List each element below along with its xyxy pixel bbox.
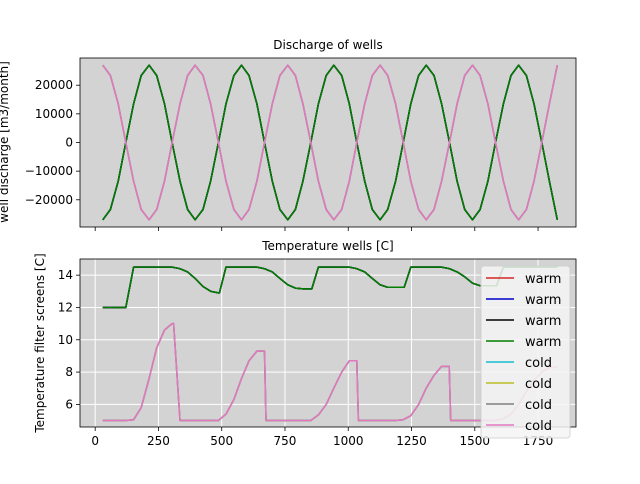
legend-label: warm xyxy=(525,314,561,329)
y-tick-label: −10000 xyxy=(25,164,73,178)
discharge-x-ticks xyxy=(94,227,539,231)
legend-label: warm xyxy=(525,335,561,350)
discharge-y-axis-label: well discharge [m3/month] xyxy=(0,61,11,223)
x-tick-label: 1250 xyxy=(396,434,427,448)
temperature-chart-title: Temperature wells [C] xyxy=(261,239,394,253)
legend-label: cold xyxy=(525,398,552,413)
y-tick-label: −20000 xyxy=(25,193,73,207)
y-tick-label: 10000 xyxy=(35,107,73,121)
temperature-y-ticks: 6 8 10 12 14 xyxy=(58,268,80,411)
y-tick-label: 0 xyxy=(65,136,73,150)
temperature-plot-frame xyxy=(79,258,577,428)
discharge-series xyxy=(102,64,559,221)
discharge-series-line xyxy=(102,64,559,221)
discharge-series-line xyxy=(102,64,559,221)
temperature-series-line xyxy=(102,322,558,422)
temperature-y-axis-label: Temperature filter screens [C] xyxy=(33,253,47,433)
x-tick-label: 250 xyxy=(147,434,170,448)
temperature-grid xyxy=(80,259,576,427)
legend-label: cold xyxy=(525,419,552,434)
discharge-chart: Discharge of wells −20000 −10000 0 10000 200… xyxy=(0,38,577,231)
legend-items: warm warm warm warm cold cold cold cold xyxy=(486,272,561,434)
y-tick-label: 14 xyxy=(58,268,73,282)
legend-label: warm xyxy=(525,293,561,308)
x-tick-label: 500 xyxy=(210,434,233,448)
y-tick-label: 8 xyxy=(65,365,73,379)
temperature-chart: Temperature wells [C] 6 8 10 12 14 0 250 500 75… xyxy=(33,239,577,448)
y-tick-label: 20000 xyxy=(35,78,73,92)
discharge-plot-area xyxy=(79,57,577,228)
legend-label: cold xyxy=(525,377,552,392)
discharge-chart-title: Discharge of wells xyxy=(273,38,382,52)
y-tick-label: 6 xyxy=(65,397,73,411)
y-tick-label: 10 xyxy=(58,333,73,347)
x-tick-label: 0 xyxy=(91,434,99,448)
legend-frame xyxy=(480,265,571,439)
discharge-y-ticks: −20000 −10000 0 10000 20000 xyxy=(25,78,80,207)
x-tick-label: 1000 xyxy=(333,434,364,448)
legend-label: warm xyxy=(525,272,561,287)
y-tick-label: 12 xyxy=(58,300,73,314)
legend-label: cold xyxy=(525,356,552,371)
temperature-legend: warm warm warm warm cold cold cold cold xyxy=(480,265,571,439)
x-tick-label: 750 xyxy=(274,434,297,448)
